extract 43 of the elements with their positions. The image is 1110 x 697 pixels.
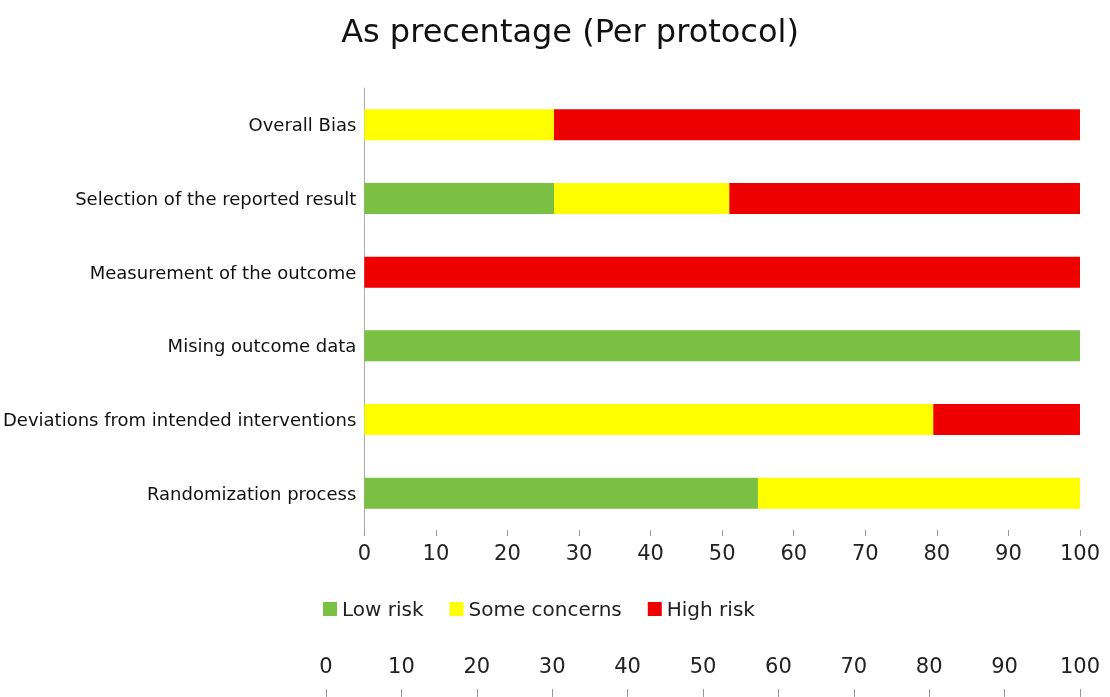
x-tick-label: 60: [780, 540, 808, 565]
legend-label: Low risk: [342, 597, 424, 621]
bar: [757, 477, 1080, 509]
bar: [364, 183, 554, 214]
bar: [364, 256, 1080, 288]
x2-tick-label: 40: [614, 653, 641, 678]
bar: [364, 109, 554, 141]
y-tick-label: Overall Bias: [248, 114, 357, 136]
x-tick-label: 50: [708, 540, 736, 565]
bar: [364, 330, 1080, 362]
x2-tick-label: 10: [388, 653, 415, 678]
x-tick-label: 30: [565, 540, 593, 565]
bar: [553, 109, 1080, 141]
x-tick-label: 0: [357, 540, 372, 565]
y-tick-label: Selection of the reported result: [75, 188, 357, 209]
bar: [933, 404, 1080, 435]
y-tick-label: Randomization process: [146, 482, 357, 504]
legend-label: High risk: [666, 597, 756, 621]
x-tick-label: 90: [995, 540, 1022, 565]
x2-tick-label: 80: [915, 653, 943, 678]
bar: [364, 404, 934, 435]
x2-tick-label: 90: [991, 653, 1018, 678]
x2-tick-label: 70: [840, 653, 868, 678]
x-tick-label: 70: [851, 540, 879, 565]
y-tick-label: Measurement of the outcome: [89, 261, 357, 283]
bar: [729, 183, 1080, 214]
bar: [553, 183, 730, 214]
x-tick-label: 80: [923, 540, 951, 565]
x2-tick-label: 30: [538, 653, 566, 678]
chart-title: As precentage (Per protocol): [341, 12, 799, 50]
x2-tick-label: 50: [689, 653, 717, 678]
legend-label: Some concerns: [468, 597, 622, 621]
x2-tick-label: 20: [463, 653, 491, 678]
x-tick-label: 10: [422, 540, 450, 565]
x-tick-label: 40: [637, 540, 664, 565]
y-tick-label: Deviations from intended interventions: [2, 409, 357, 430]
bar: [364, 477, 758, 509]
x-tick-label: 100: [1059, 540, 1101, 565]
x2-tick-label: 60: [765, 653, 792, 678]
y-tick-label: Mising outcome data: [167, 335, 357, 357]
x2-tick-label: 100: [1059, 653, 1101, 678]
x2-tick-label: 0: [319, 653, 333, 678]
x-tick-label: 20: [494, 540, 521, 565]
